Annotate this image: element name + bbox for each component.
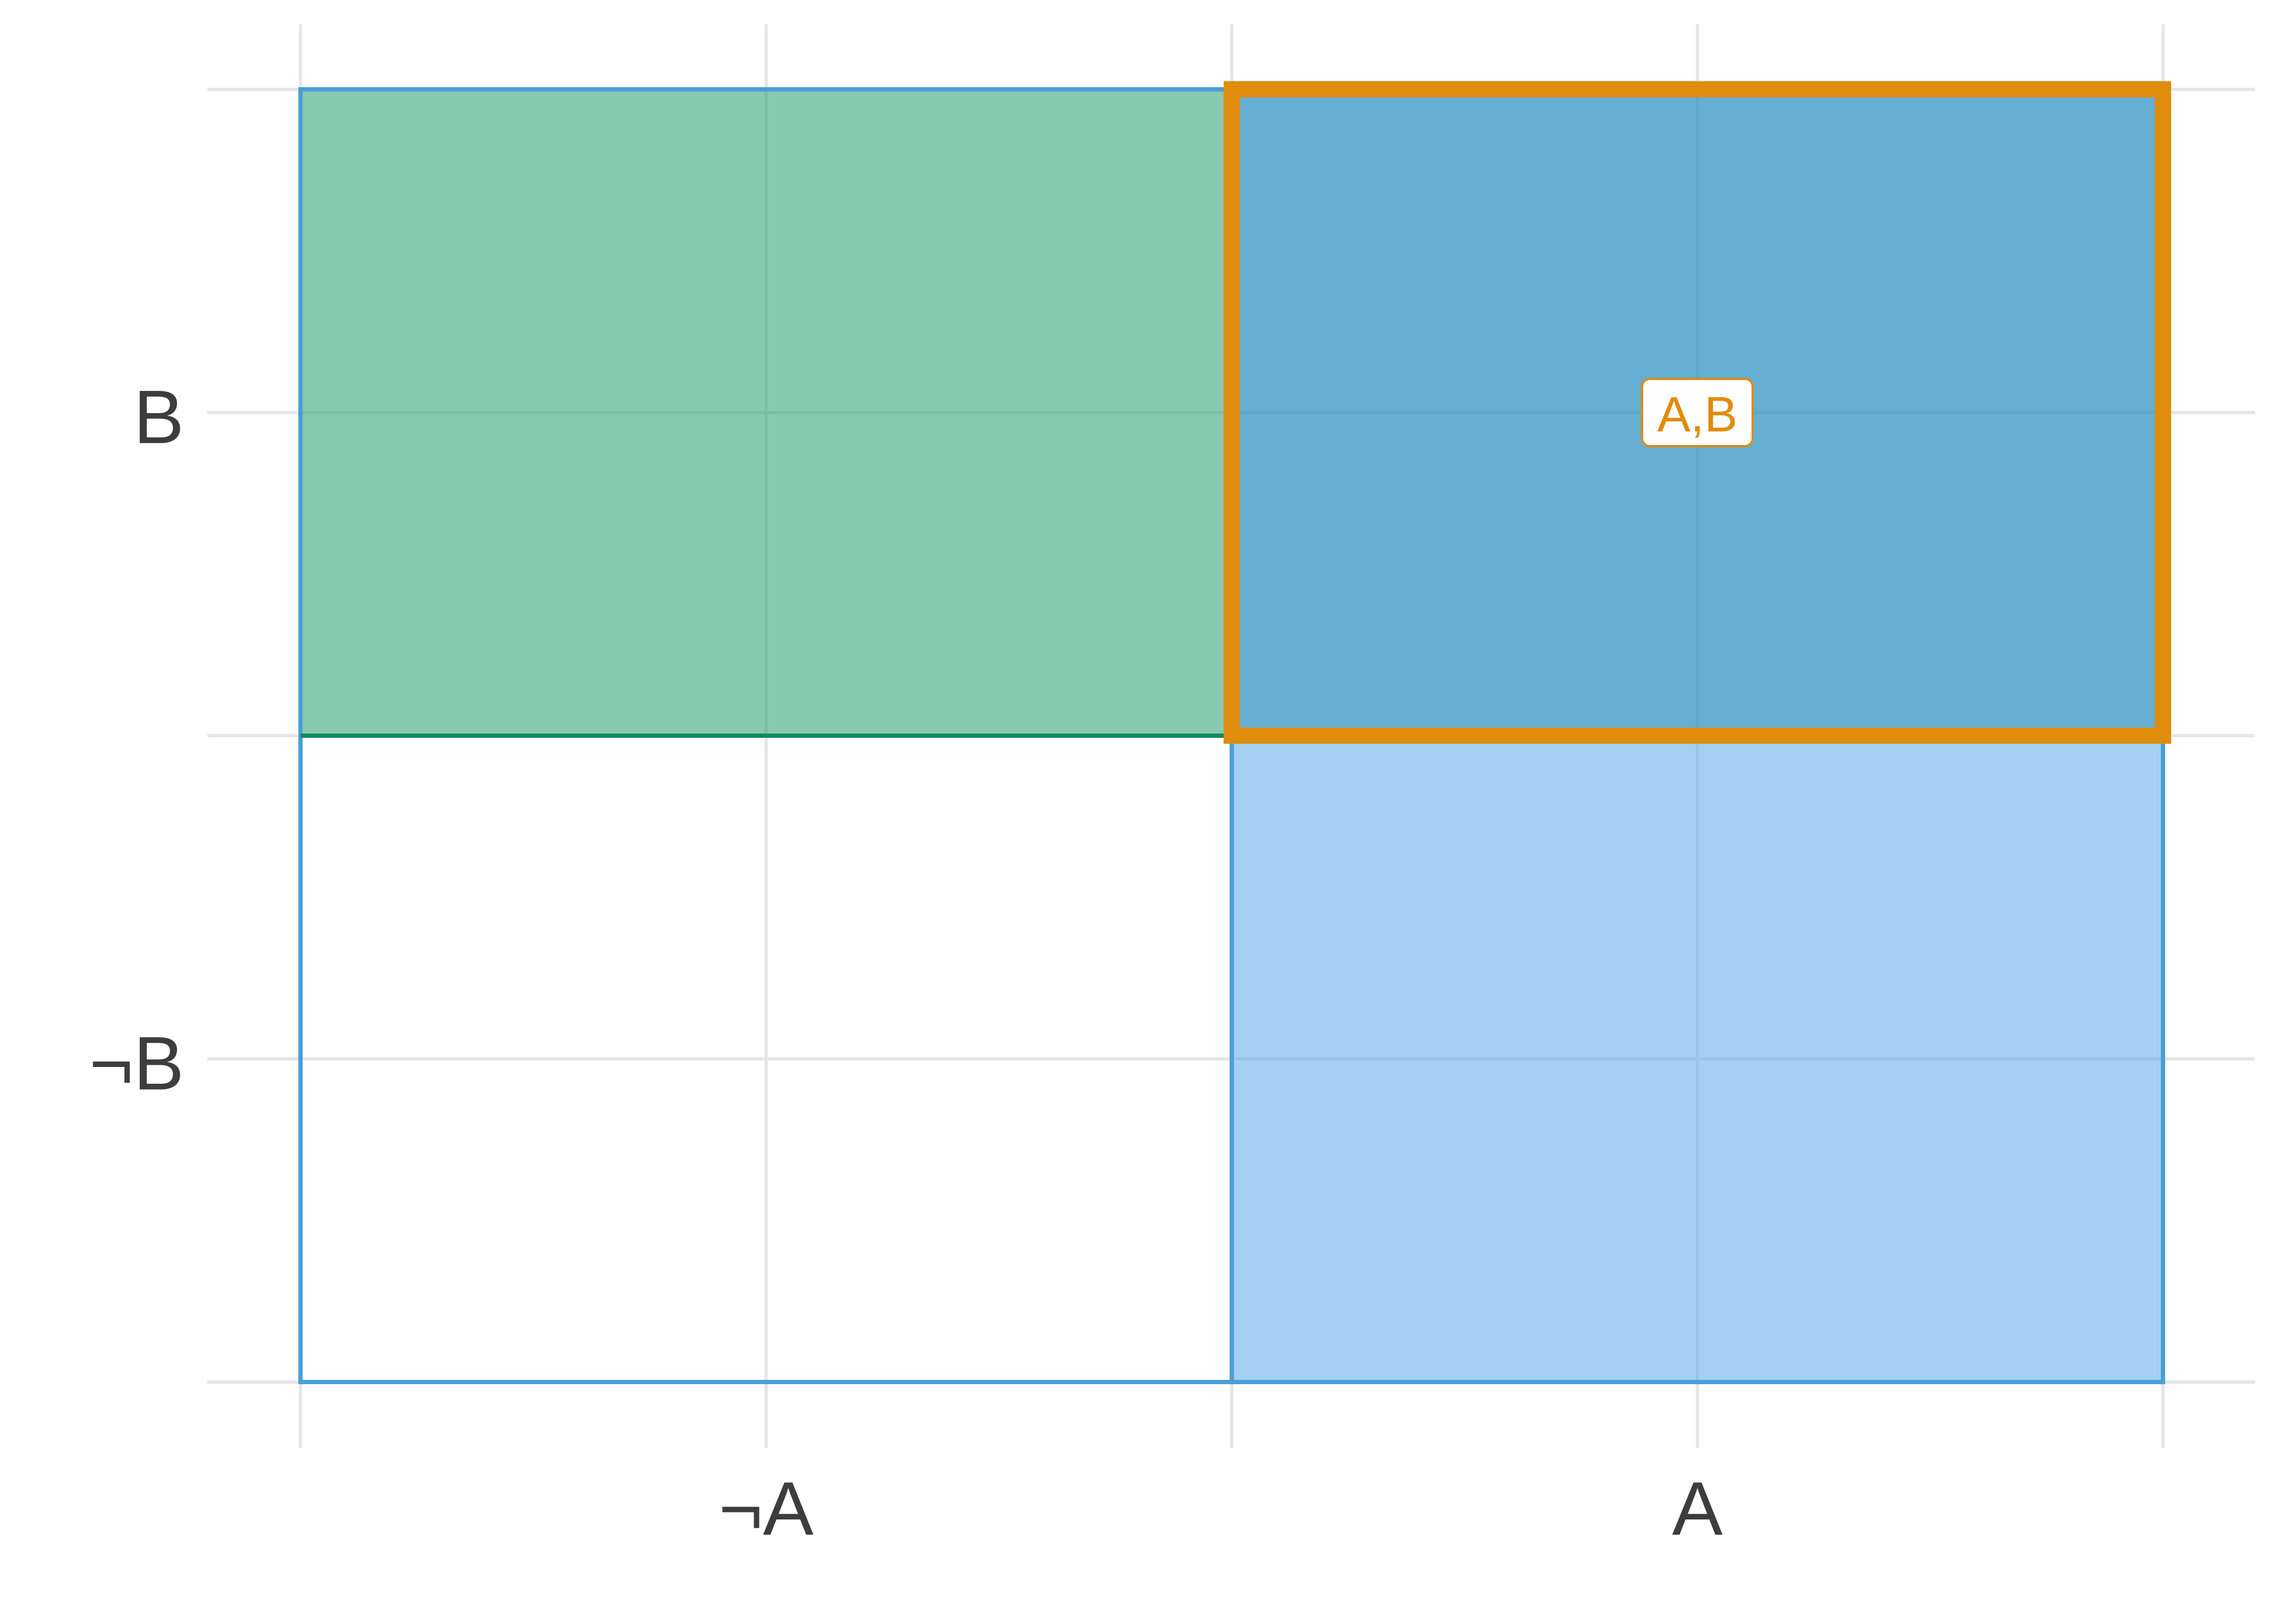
highlight-label-box xyxy=(1641,378,1754,447)
y-tick-b: B xyxy=(134,375,184,460)
highlight-label: A,B xyxy=(1641,378,1754,447)
x-tick-a: A xyxy=(1672,1466,1723,1551)
cell xyxy=(298,87,1234,738)
y-tick-not-b: ¬B xyxy=(89,1021,184,1106)
cell xyxy=(298,734,1234,1384)
highlight-label-text: A,B xyxy=(1657,387,1737,442)
cells xyxy=(298,87,2165,1384)
cell xyxy=(1230,734,2165,1384)
highlight-outline xyxy=(1224,81,2171,744)
x-tick-not-a: ¬A xyxy=(718,1466,814,1551)
